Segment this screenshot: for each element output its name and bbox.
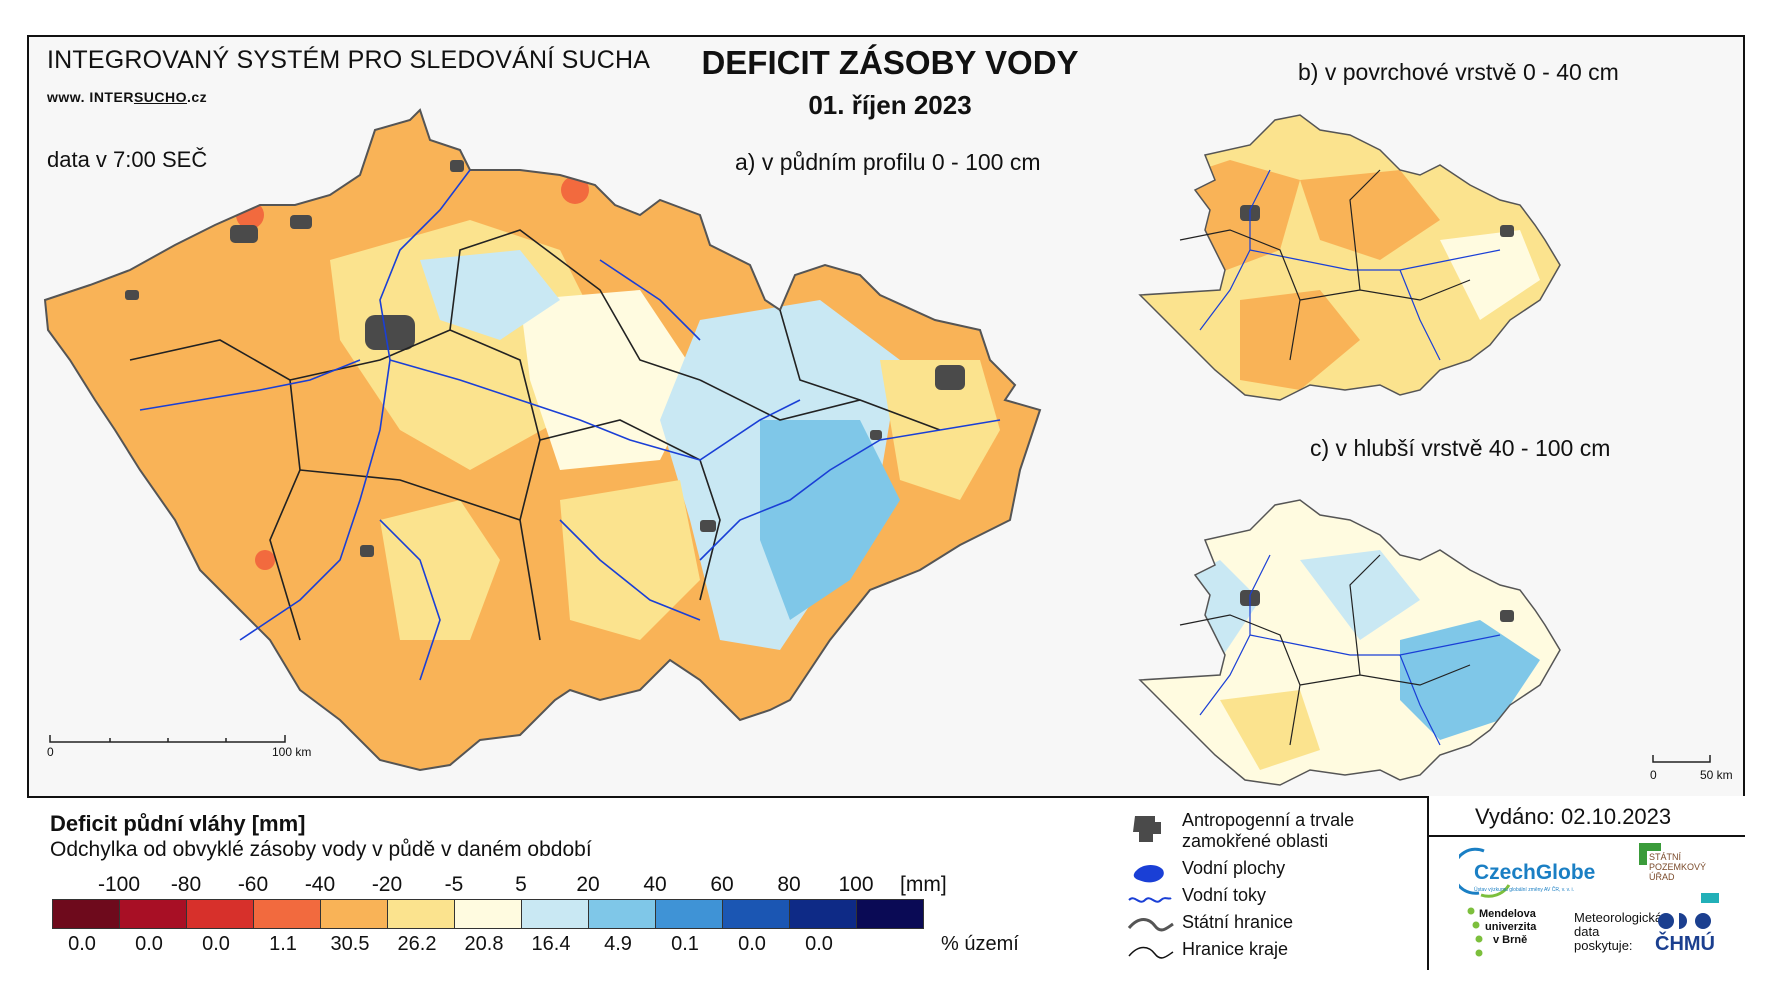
spu-line-1: STÁTNÍ <box>1649 852 1682 862</box>
urban-label-1: Antropogenní a trvale <box>1182 810 1355 830</box>
legend-swatch <box>722 899 790 929</box>
map-c-label: c) v hlubší vrstvě 40 - 100 cm <box>1310 435 1611 461</box>
mendel-name: Mendelova univerzita v Brně <box>1479 908 1536 947</box>
legend-percent: 20.8 <box>464 933 504 955</box>
legend-percent: 0.0 <box>68 933 96 955</box>
spu-mark <box>1701 893 1719 903</box>
chmu-name: ČHMÚ <box>1655 933 1715 955</box>
legend-swatch <box>119 899 187 929</box>
map-a-label: a) v půdním profilu 0 - 100 cm <box>735 149 1041 175</box>
scale-small-zero: 0 <box>1650 768 1657 782</box>
legend-percent: 4.9 <box>604 933 632 955</box>
legend-percent: 0.1 <box>671 933 699 955</box>
legend-tick: 60 <box>710 873 734 896</box>
river-icon <box>1128 897 1172 903</box>
legend-swatch <box>588 899 656 929</box>
legend-tick: 80 <box>777 873 801 896</box>
legend-tick: 40 <box>643 873 667 896</box>
legend-swatch <box>454 899 522 929</box>
mendel-line-3: v Brně <box>1493 934 1528 946</box>
spu-line-2: POZEMKOVÝ <box>1649 862 1707 872</box>
legend-tick: 5 <box>515 873 527 896</box>
rivers-a <box>139 169 1001 681</box>
legend-tick: -80 <box>170 873 202 896</box>
legend-tick: 20 <box>576 873 600 896</box>
mendel-line-2: univerzita <box>1485 921 1537 933</box>
partner-logos: CzechGlobe Ústav výzkumu globální změny … <box>1427 835 1745 970</box>
spu-line-3: ÚŘAD <box>1649 872 1675 882</box>
water-bodies-label: Vodní plochy <box>1182 858 1286 878</box>
scale-main-zero: 0 <box>47 745 54 759</box>
map-a <box>45 110 1040 770</box>
issued-box: Vydáno: 02.10.2023 <box>1427 796 1745 837</box>
legend-tick: -40 <box>304 873 336 896</box>
scale-bar-small <box>1652 755 1711 763</box>
legend-percent: 26.2 <box>397 933 437 955</box>
legend-percent: 30.5 <box>330 933 370 955</box>
scale-main-end: 100 km <box>272 745 312 759</box>
symbol-legend-icons <box>1127 816 1174 959</box>
scale-bar-main <box>49 735 286 743</box>
mendel-dots-icon <box>1467 907 1483 957</box>
provider-line-3: poskytuje: <box>1574 938 1633 953</box>
legend-swatch <box>387 899 455 929</box>
map-c <box>1140 500 1560 785</box>
legend-swatch <box>655 899 723 929</box>
provider-text: Meteorologická data poskytuje: <box>1574 911 1662 953</box>
legend-tick: -20 <box>371 873 403 896</box>
rivers-label: Vodní toky <box>1182 885 1267 905</box>
spu-logo <box>1639 843 1661 865</box>
system-title: INTEGROVANÝ SYSTÉM PRO SLEDOVÁNÍ SUCHA <box>47 46 651 74</box>
spu-name: STÁTNÍ POZEMKOVÝ ÚŘAD <box>1649 852 1706 882</box>
provider-line-2: data <box>1574 924 1600 939</box>
state-border-label: Státní hranice <box>1182 912 1294 932</box>
czechglobe-subtitle: Ústav výzkumu globální změny AV ČR, v. v… <box>1474 887 1575 893</box>
legend-tick: 100 <box>838 873 874 896</box>
legend-tick: -5 <box>444 873 464 896</box>
legend-swatch <box>856 899 924 929</box>
provider-line-1: Meteorologická <box>1574 910 1663 925</box>
scale-small-end: 50 km <box>1700 768 1733 782</box>
legend-percent: 0.0 <box>805 933 833 955</box>
map-date: 01. říjen 2023 <box>808 90 972 120</box>
legend-swatch <box>320 899 388 929</box>
legend-swatch <box>52 899 120 929</box>
state-border-icon <box>1127 918 1174 932</box>
czechglobe-logo <box>1459 847 1511 898</box>
map-b-label: b) v povrchové vrstvě 0 - 40 cm <box>1298 59 1619 85</box>
legend-subtitle: Odchylka od obvyklé zásoby vody v půdě v… <box>50 838 592 861</box>
website-link[interactable]: www. INTERSUCHO.cz <box>47 89 207 105</box>
main-title: DEFICIT ZÁSOBY VODY <box>701 44 1079 81</box>
legend-tick: -100 <box>97 873 141 896</box>
region-border-icon <box>1128 946 1174 959</box>
legend-percent: 0.0 <box>202 933 230 955</box>
czechglobe-name: CzechGlobe <box>1474 861 1596 884</box>
website-prefix: www. INTER <box>47 89 134 105</box>
legend-unit: [mm] <box>900 873 947 896</box>
urban-area-icon <box>1133 816 1161 842</box>
legend-tick: -60 <box>237 873 269 896</box>
legend-percent-label: % území <box>941 933 1019 955</box>
map-b <box>1140 115 1560 400</box>
website-suffix: .cz <box>187 89 208 105</box>
chmu-logo-icon <box>1658 913 1711 929</box>
issued-date: Vydáno: 02.10.2023 <box>1475 804 1672 829</box>
legend-swatch <box>521 899 589 929</box>
legend-swatch <box>253 899 321 929</box>
mendel-line-1: Mendelova <box>1479 908 1536 920</box>
legend-swatch <box>186 899 254 929</box>
legend-percent: 0.0 <box>135 933 163 955</box>
water-body-icon <box>1133 865 1164 883</box>
legend-title: Deficit půdní vláhy [mm] <box>50 811 306 836</box>
legend-swatch <box>789 899 857 929</box>
legend-percent: 1.1 <box>269 933 297 955</box>
data-time: data v 7:00 SEČ <box>47 147 208 172</box>
legend-percent: 16.4 <box>531 933 571 955</box>
region-border-label: Hranice kraje <box>1182 939 1289 959</box>
legend-percent: 0.0 <box>738 933 766 955</box>
website-highlight: SUCHO <box>133 89 187 105</box>
urban-label-2: zamokřené oblasti <box>1182 831 1329 851</box>
